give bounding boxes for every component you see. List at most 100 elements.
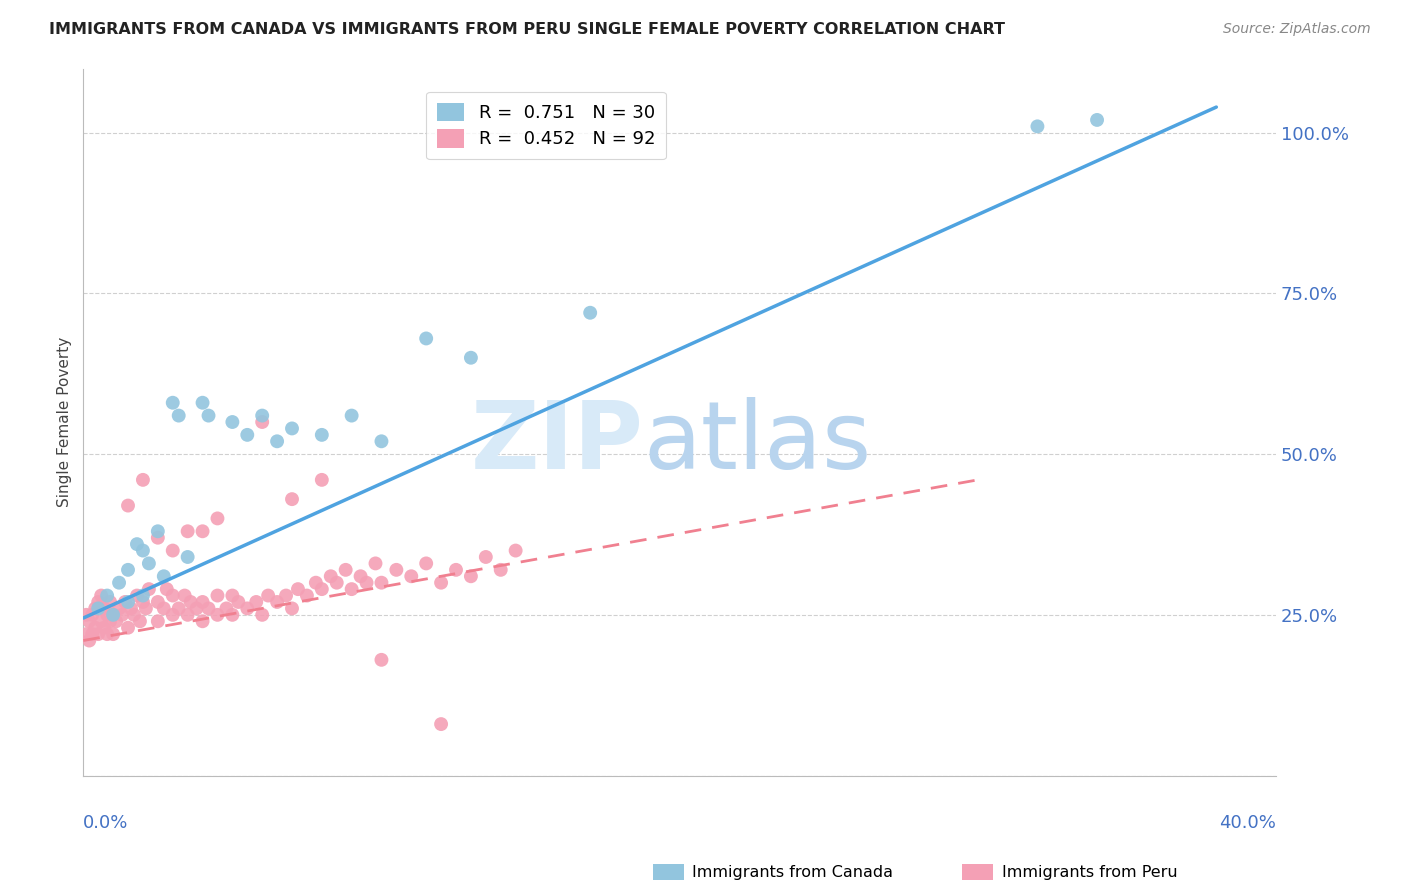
Point: [197, 409, 219, 423]
Point: [245, 595, 267, 609]
Text: ZIP: ZIP: [471, 397, 644, 489]
Point: [335, 563, 357, 577]
Text: 40.0%: 40.0%: [1219, 814, 1277, 832]
Point: [221, 607, 243, 622]
Point: [207, 607, 229, 622]
Point: [370, 434, 392, 449]
Point: [93, 601, 115, 615]
Text: atlas: atlas: [644, 397, 872, 489]
Point: [295, 589, 318, 603]
Point: [87, 627, 110, 641]
Point: [117, 499, 139, 513]
Text: IMMIGRANTS FROM CANADA VS IMMIGRANTS FROM PERU SINGLE FEMALE POVERTY CORRELATION: IMMIGRANTS FROM CANADA VS IMMIGRANTS FRO…: [49, 22, 1005, 37]
Point: [125, 537, 148, 551]
Point: [489, 563, 512, 577]
Point: [401, 569, 423, 583]
Point: [176, 607, 198, 622]
Legend: R =  0.751   N = 30, R =  0.452   N = 92: R = 0.751 N = 30, R = 0.452 N = 92: [426, 92, 666, 160]
Point: [82, 627, 104, 641]
Point: [356, 575, 378, 590]
Point: [215, 601, 238, 615]
Point: [162, 395, 184, 409]
Point: [221, 415, 243, 429]
Point: [370, 653, 392, 667]
Point: [180, 595, 202, 609]
Point: [186, 601, 208, 615]
Point: [156, 582, 179, 596]
Point: [108, 601, 131, 615]
Point: [191, 614, 214, 628]
Point: [257, 589, 280, 603]
Point: [207, 589, 229, 603]
Point: [176, 524, 198, 539]
Point: [370, 575, 392, 590]
Point: [364, 557, 387, 571]
Point: [191, 595, 214, 609]
Point: [579, 306, 602, 320]
Point: [173, 589, 195, 603]
Point: [287, 582, 309, 596]
Point: [132, 543, 155, 558]
Point: [117, 595, 139, 609]
Point: [340, 582, 363, 596]
Point: [319, 569, 342, 583]
Point: [98, 614, 121, 628]
Point: [460, 569, 482, 583]
Text: Immigrants from Canada: Immigrants from Canada: [692, 865, 893, 880]
Point: [117, 621, 139, 635]
Point: [415, 331, 437, 345]
Point: [87, 601, 110, 615]
Point: [266, 595, 288, 609]
Point: [129, 614, 152, 628]
Point: [167, 601, 190, 615]
Point: [152, 601, 174, 615]
Point: [460, 351, 482, 365]
Point: [415, 557, 437, 571]
Point: [191, 524, 214, 539]
Point: [96, 627, 118, 641]
Point: [96, 589, 118, 603]
Point: [162, 607, 184, 622]
Point: [146, 614, 169, 628]
Point: [146, 524, 169, 539]
Point: [236, 428, 259, 442]
Point: [132, 589, 155, 603]
Point: [132, 595, 155, 609]
Point: [349, 569, 371, 583]
Point: [430, 575, 453, 590]
Point: [281, 421, 304, 435]
Point: [1085, 112, 1108, 127]
Point: [281, 492, 304, 507]
Point: [114, 595, 136, 609]
Point: [221, 589, 243, 603]
Point: [132, 473, 155, 487]
Point: [325, 575, 347, 590]
Point: [75, 627, 97, 641]
Point: [340, 409, 363, 423]
Point: [108, 575, 131, 590]
Point: [250, 409, 273, 423]
Point: [101, 607, 124, 622]
Point: [90, 589, 112, 603]
Point: [111, 607, 134, 622]
Point: [385, 563, 408, 577]
Point: [101, 627, 124, 641]
Point: [93, 621, 115, 635]
Text: 0.0%: 0.0%: [83, 814, 129, 832]
Point: [146, 595, 169, 609]
Text: Immigrants from Peru: Immigrants from Peru: [1001, 865, 1177, 880]
Point: [96, 607, 118, 622]
Point: [207, 511, 229, 525]
Point: [90, 614, 112, 628]
Y-axis label: Single Female Poverty: Single Female Poverty: [58, 337, 72, 508]
Text: Source: ZipAtlas.com: Source: ZipAtlas.com: [1223, 22, 1371, 37]
Point: [125, 589, 148, 603]
Point: [266, 434, 288, 449]
Point: [138, 582, 160, 596]
Point: [444, 563, 467, 577]
Point: [191, 395, 214, 409]
Point: [101, 607, 124, 622]
Point: [77, 614, 100, 628]
Point: [117, 563, 139, 577]
Point: [505, 543, 527, 558]
